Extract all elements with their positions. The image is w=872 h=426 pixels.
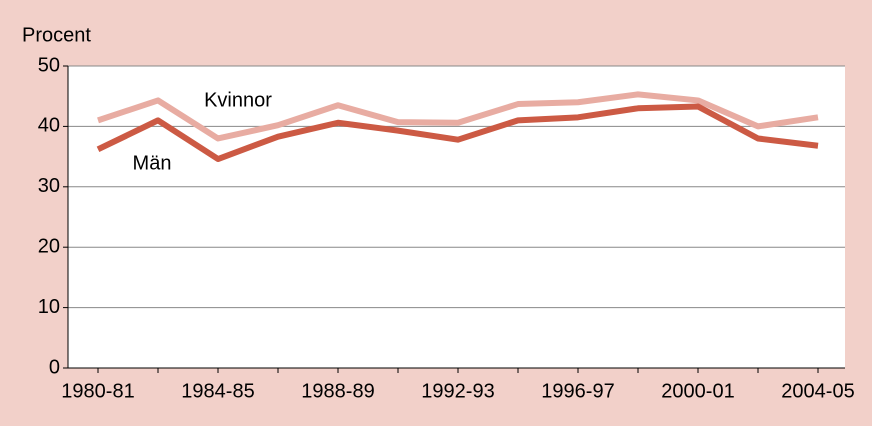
y-axis-label: Procent <box>22 24 91 46</box>
x-tick-label: 1992-93 <box>421 380 494 402</box>
series-label: Män <box>133 152 172 174</box>
y-tick-label: 30 <box>38 175 60 197</box>
y-tick-label: 20 <box>38 235 60 257</box>
x-tick-label: 1980-81 <box>61 380 134 402</box>
y-tick-label: 0 <box>49 356 60 378</box>
x-tick-label: 1984-85 <box>181 380 254 402</box>
series-label: Kvinnor <box>204 89 272 111</box>
line-series <box>96 103 819 163</box>
y-tick-label: 50 <box>38 54 60 76</box>
x-tick-label: 2000-01 <box>661 380 734 402</box>
x-tick-label: 1996-97 <box>541 380 614 402</box>
y-tick-label: 10 <box>38 296 60 318</box>
x-tick-label: 2004-05 <box>781 380 854 402</box>
line-series <box>97 91 819 142</box>
x-tick-label: 1988-89 <box>301 380 374 402</box>
y-tick-label: 40 <box>38 115 60 137</box>
